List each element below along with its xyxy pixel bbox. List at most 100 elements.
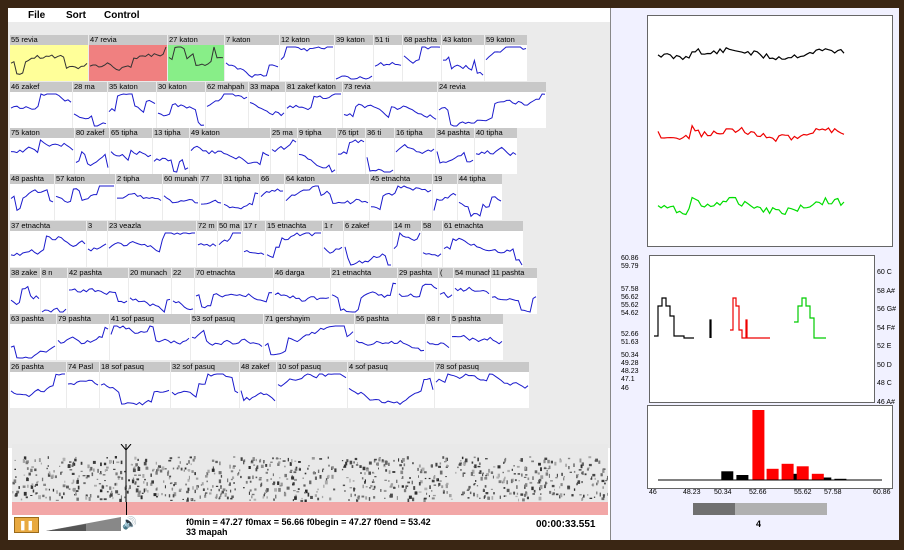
menu-sort[interactable]: Sort [66, 10, 86, 21]
contour-cell[interactable]: 28 ma [73, 82, 107, 128]
app-window: File Sort Control 55 revia 47 revia 27 kat… [8, 8, 899, 540]
pause-button[interactable]: ❚❚ [14, 517, 39, 533]
contour-cell[interactable]: 33 mapa [249, 82, 285, 128]
contour-cell[interactable]: 58 [422, 221, 442, 267]
contour-cell[interactable]: 55 revia [10, 35, 88, 81]
contour-cell[interactable]: 40 tipha [475, 128, 517, 174]
contour-cell[interactable]: 48 zakef [240, 362, 276, 408]
contour-cell[interactable]: 20 munach [129, 268, 171, 314]
contour-cell[interactable]: 1 r [323, 221, 343, 267]
contour-cell[interactable]: 46 darga [274, 268, 330, 314]
contour-cell[interactable]: 61 etnachta [443, 221, 523, 267]
contour-cell[interactable]: 60 munah [163, 174, 199, 220]
contour-cell[interactable]: 36 ti [366, 128, 394, 174]
contour-cell[interactable]: 54 munach [454, 268, 490, 314]
contour-cell[interactable]: 70 etnachta [195, 268, 273, 314]
contour-cell[interactable]: 3 [87, 221, 107, 267]
contour-cell[interactable]: 29 pashta [398, 268, 438, 314]
contour-cell[interactable]: 49 katon [190, 128, 270, 174]
contour-cell[interactable]: 62 mahpah [206, 82, 248, 128]
contour-cell[interactable]: 56 pashta [355, 314, 425, 360]
contour-cell[interactable]: 21 etnachta [331, 268, 397, 314]
contour-cell[interactable]: 26 pashta [10, 362, 66, 408]
contour-cell[interactable]: 11 pashta [491, 268, 537, 314]
contour-cell[interactable]: 43 katon [442, 35, 484, 81]
spectrogram-speck [513, 473, 516, 475]
menu-control[interactable]: Control [104, 10, 140, 21]
contour-cell[interactable]: 64 katon [285, 174, 369, 220]
contour-cell[interactable]: 57 katon [55, 174, 115, 220]
contour-cell[interactable]: 53 sof pasuq [191, 314, 263, 360]
contour-cell[interactable]: 81 zakef katon [286, 82, 342, 128]
contour-cell[interactable]: 2 tipha [116, 174, 162, 220]
contour-cell[interactable]: 6 zakef [344, 221, 392, 267]
group-slider[interactable] [693, 503, 827, 515]
contour-cell[interactable]: 44 tipha [458, 174, 502, 220]
contour-cell[interactable]: 34 pashta [436, 128, 474, 174]
contour-cell[interactable]: 47 revia [89, 35, 167, 81]
contour-cell[interactable]: 4 sof pasuq [348, 362, 434, 408]
contour-cell[interactable]: 50 ma [218, 221, 242, 267]
contour-cell[interactable]: 78 sof pasuq [435, 362, 529, 408]
contour-cell[interactable]: 72 m [197, 221, 217, 267]
contour-cell[interactable]: 46 zakef [10, 82, 72, 128]
contour-cell[interactable]: 5 pashta [451, 314, 503, 360]
contour-cell[interactable]: 71 gershayim [264, 314, 354, 360]
contour-cell[interactable]: 24 revia [438, 82, 546, 128]
contour-cell[interactable]: 30 katon [157, 82, 205, 128]
spectrogram-speck [345, 461, 348, 466]
pitch-contour-line [87, 243, 107, 252]
contour-cell[interactable]: 22 [172, 268, 194, 314]
contour-cell[interactable]: 14 m [393, 221, 421, 267]
contour-cell[interactable]: 63 pashta [10, 314, 56, 360]
contour-cell[interactable]: 68 pashta [403, 35, 441, 81]
contour-cell[interactable]: 12 katon [280, 35, 334, 81]
menu-file[interactable]: File [28, 10, 46, 21]
contour-cell[interactable]: 17 r [243, 221, 265, 267]
speaker-icon[interactable]: 🔊 [122, 516, 137, 530]
contour-cell[interactable]: 7 katon [225, 35, 279, 81]
contour-cell[interactable]: 42 pashta [68, 268, 128, 314]
contour-cell[interactable]: 38 zake [10, 268, 40, 314]
selection-bar[interactable] [12, 502, 608, 515]
contour-cell[interactable]: 23 veazla [108, 221, 196, 267]
spectrogram-speck [407, 498, 410, 503]
contour-cell[interactable]: 79 pashta [57, 314, 109, 360]
contour-cell[interactable]: 75 katon [10, 128, 74, 174]
contour-cell[interactable]: 59 katon [485, 35, 527, 81]
contour-cell[interactable]: 74 Pasl [67, 362, 99, 408]
contour-cell[interactable]: 37 etnachta [10, 221, 86, 267]
spectrogram-speck [322, 469, 324, 473]
contour-cell[interactable]: 68 r [426, 314, 450, 360]
contour-cell[interactable]: 45 etnachta [370, 174, 432, 220]
contour-cell[interactable]: 19 [433, 174, 457, 220]
contour-cell[interactable]: 39 katon [335, 35, 373, 81]
contour-cell[interactable]: 10 sof pasuq [277, 362, 347, 408]
contour-cell[interactable]: 41 sof pasuq [110, 314, 190, 360]
contour-cell[interactable]: 48 pashta [10, 174, 54, 220]
contour-cell[interactable]: 27 katon [168, 35, 224, 81]
group-slider-thumb[interactable] [693, 503, 735, 515]
contour-cell[interactable]: 9 tipha [298, 128, 336, 174]
contour-cell[interactable]: 15 etnachta [266, 221, 322, 267]
contour-cell[interactable]: 13 tipha [153, 128, 189, 174]
contour-cell[interactable]: 51 ti [374, 35, 402, 81]
contour-cell[interactable]: 31 tipha [223, 174, 259, 220]
contour-cell-label: 24 revia [438, 82, 546, 92]
contour-cell[interactable]: 8 n [41, 268, 67, 314]
contour-cell[interactable]: 18 sof pasuq [100, 362, 170, 408]
contour-cell[interactable]: 25 ma [271, 128, 297, 174]
contour-cell[interactable]: 76 tipt [337, 128, 365, 174]
contour-cell[interactable]: 77 [200, 174, 222, 220]
contour-cell[interactable]: 66 [260, 174, 284, 220]
spectrogram[interactable] [12, 443, 611, 504]
contour-cell[interactable]: 16 tipha [395, 128, 435, 174]
contour-cell[interactable]: 73 revia [343, 82, 437, 128]
contour-cell[interactable]: 32 sof pasuq [171, 362, 239, 408]
volume-slider[interactable] [46, 516, 122, 532]
spectrogram-speck [94, 484, 97, 487]
contour-cell[interactable]: 80 zakef [75, 128, 109, 174]
contour-cell[interactable]: 35 katon [108, 82, 156, 128]
contour-cell[interactable]: 65 tipha [110, 128, 152, 174]
contour-cell[interactable]: ( [439, 268, 453, 314]
